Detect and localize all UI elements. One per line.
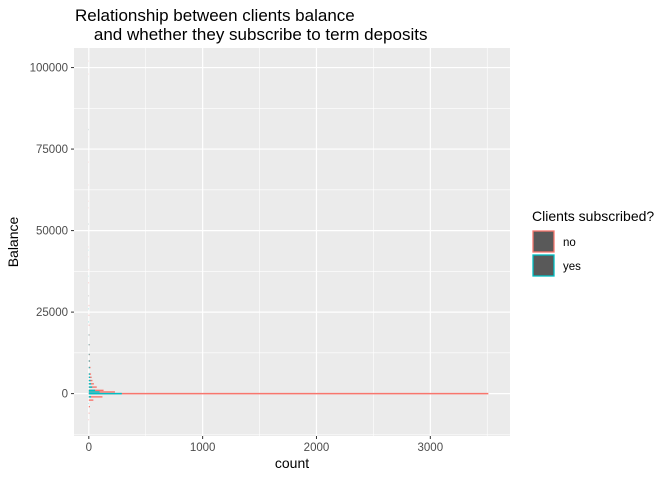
legend-label-no: no: [563, 237, 576, 249]
chart-title-line: Relationship between clients balance: [75, 6, 355, 25]
x-tick-label: 1000: [190, 442, 216, 454]
chart-title-line: and whether they subscribe to term depos…: [75, 25, 427, 44]
chart-title-text: Relationship between clients balance and…: [75, 6, 427, 44]
series-yes: [88, 128, 122, 405]
chart-title: Relationship between clients balance and…: [75, 6, 427, 44]
y-tick-label: 25000: [36, 307, 68, 319]
y-tick-label: 50000: [36, 226, 68, 238]
y-axis-title: Balance: [5, 216, 21, 267]
legend-key-no: [532, 230, 555, 253]
x-tick-label: 0: [86, 442, 92, 454]
legend: Clients subscribed? no yes: [532, 208, 654, 277]
plot-panel: [74, 48, 510, 436]
y-tick-label: 75000: [36, 144, 68, 156]
x-axis: 0 1000 2000 3000: [86, 436, 444, 454]
y-tick-label: 0: [62, 389, 68, 401]
x-axis-title: count: [275, 455, 309, 471]
x-tick-label: 2000: [304, 442, 330, 454]
legend-title: Clients subscribed?: [532, 208, 654, 224]
data-marks: [88, 60, 489, 421]
y-tick-label: 100000: [30, 63, 68, 75]
y-axis: 0 25000 50000 75000 100000: [30, 63, 74, 401]
legend-key-yes: [532, 254, 555, 277]
x-tick-label: 3000: [418, 442, 444, 454]
legend-label-yes: yes: [563, 261, 581, 273]
